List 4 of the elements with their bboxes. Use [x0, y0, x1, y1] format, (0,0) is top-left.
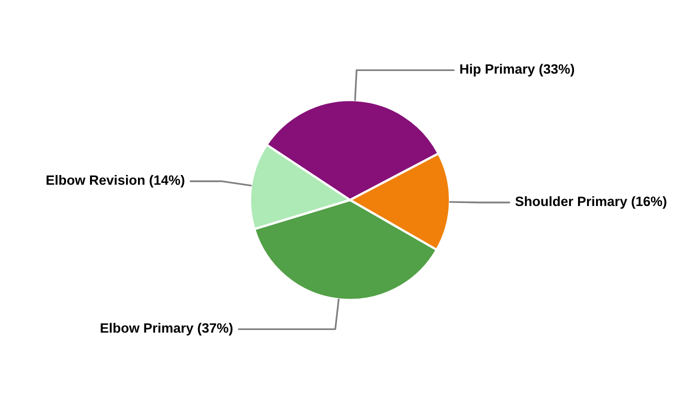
- slice-label: Shoulder Primary (16%): [515, 196, 666, 209]
- slice-label: Elbow Revision (14%): [46, 174, 184, 188]
- slice-label: Elbow Primary (37%): [100, 322, 232, 336]
- slice-label: Hip Primary (33%): [460, 64, 574, 76]
